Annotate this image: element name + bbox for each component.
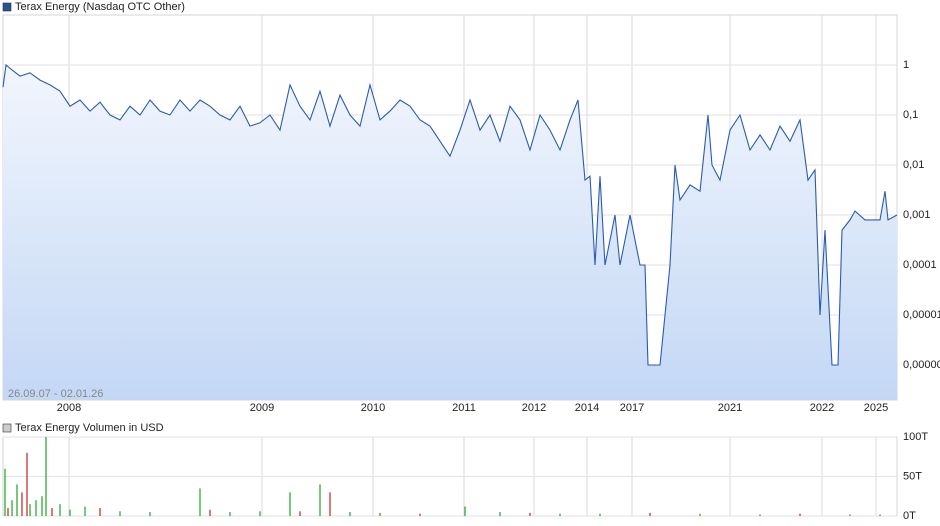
volume-bar (4, 468, 6, 516)
volume-bar (21, 492, 23, 516)
x-tick-label: 2009 (250, 402, 274, 414)
volume-bar (45, 437, 47, 516)
x-tick-label: 2014 (575, 402, 599, 414)
volume-bar (84, 506, 86, 516)
legend-swatch (2, 423, 12, 433)
x-tick-label: 2010 (361, 402, 385, 414)
volume-bar (26, 452, 28, 516)
volume-bar (649, 512, 651, 516)
volume-bar (149, 512, 151, 516)
volume-bar (529, 512, 531, 516)
volume-bar (69, 509, 71, 516)
x-tick-label: 2017 (620, 402, 644, 414)
volume-bar (879, 514, 881, 516)
y-tick-label: 0,000001 (903, 359, 940, 371)
x-tick-label: 2011 (452, 402, 476, 414)
volume-bar (199, 488, 201, 516)
price-line (2, 63, 898, 366)
volume-bar (16, 484, 18, 516)
volume-bar (229, 512, 231, 516)
volume-bar (7, 508, 9, 516)
y-tick-label: 0,01 (903, 159, 924, 171)
volume-bar (289, 492, 291, 516)
volume-bar (379, 512, 381, 516)
x-tick-label: 2025 (864, 402, 888, 414)
y-tick-label: 0,00001 (903, 309, 940, 321)
volume-bar (259, 511, 261, 516)
y-tick-label: 0,0001 (903, 259, 937, 271)
legend-label: Terax Energy Volumen in USD (15, 422, 164, 434)
x-tick-label: 2021 (718, 402, 742, 414)
y-tick-label: 0T (903, 510, 916, 522)
volume-bar (99, 508, 101, 516)
volume-bar (59, 504, 61, 516)
volume-bar (419, 513, 421, 516)
volume-bar (299, 511, 301, 516)
volume-bar (699, 513, 701, 516)
volume-bar (35, 500, 37, 516)
y-tick-label: 100T (903, 431, 928, 443)
volume-bar (799, 513, 801, 516)
volume-bar (349, 512, 351, 516)
y-tick-label: 0,001 (903, 209, 931, 221)
volume-bar (464, 506, 466, 516)
legend-swatch (2, 2, 12, 12)
price-area (3, 65, 897, 400)
volume-bar (11, 500, 13, 516)
volume-bar (329, 492, 331, 516)
volume-bar (559, 513, 561, 516)
volume-bar (119, 511, 121, 516)
date-range: 26.09.07 - 02.01.26 (8, 388, 103, 400)
volume-bar (499, 512, 501, 516)
volume-bar (209, 509, 211, 516)
volume-bar (41, 496, 43, 516)
legend-label: Terax Energy (Nasdaq OTC Other) (15, 1, 185, 13)
volume-bar (599, 513, 601, 516)
volume-bar (759, 514, 761, 516)
x-tick-label: 2022 (810, 402, 834, 414)
volume-bar (29, 504, 31, 516)
y-tick-label: 50T (903, 470, 922, 482)
x-tick-label: 2008 (57, 402, 81, 414)
volume-bar (51, 508, 53, 516)
y-tick-label: 1 (903, 59, 909, 71)
y-tick-label: 0,1 (903, 109, 918, 121)
volume-bar (849, 514, 851, 516)
volume-bar (319, 484, 321, 516)
x-tick-label: 2012 (522, 402, 546, 414)
